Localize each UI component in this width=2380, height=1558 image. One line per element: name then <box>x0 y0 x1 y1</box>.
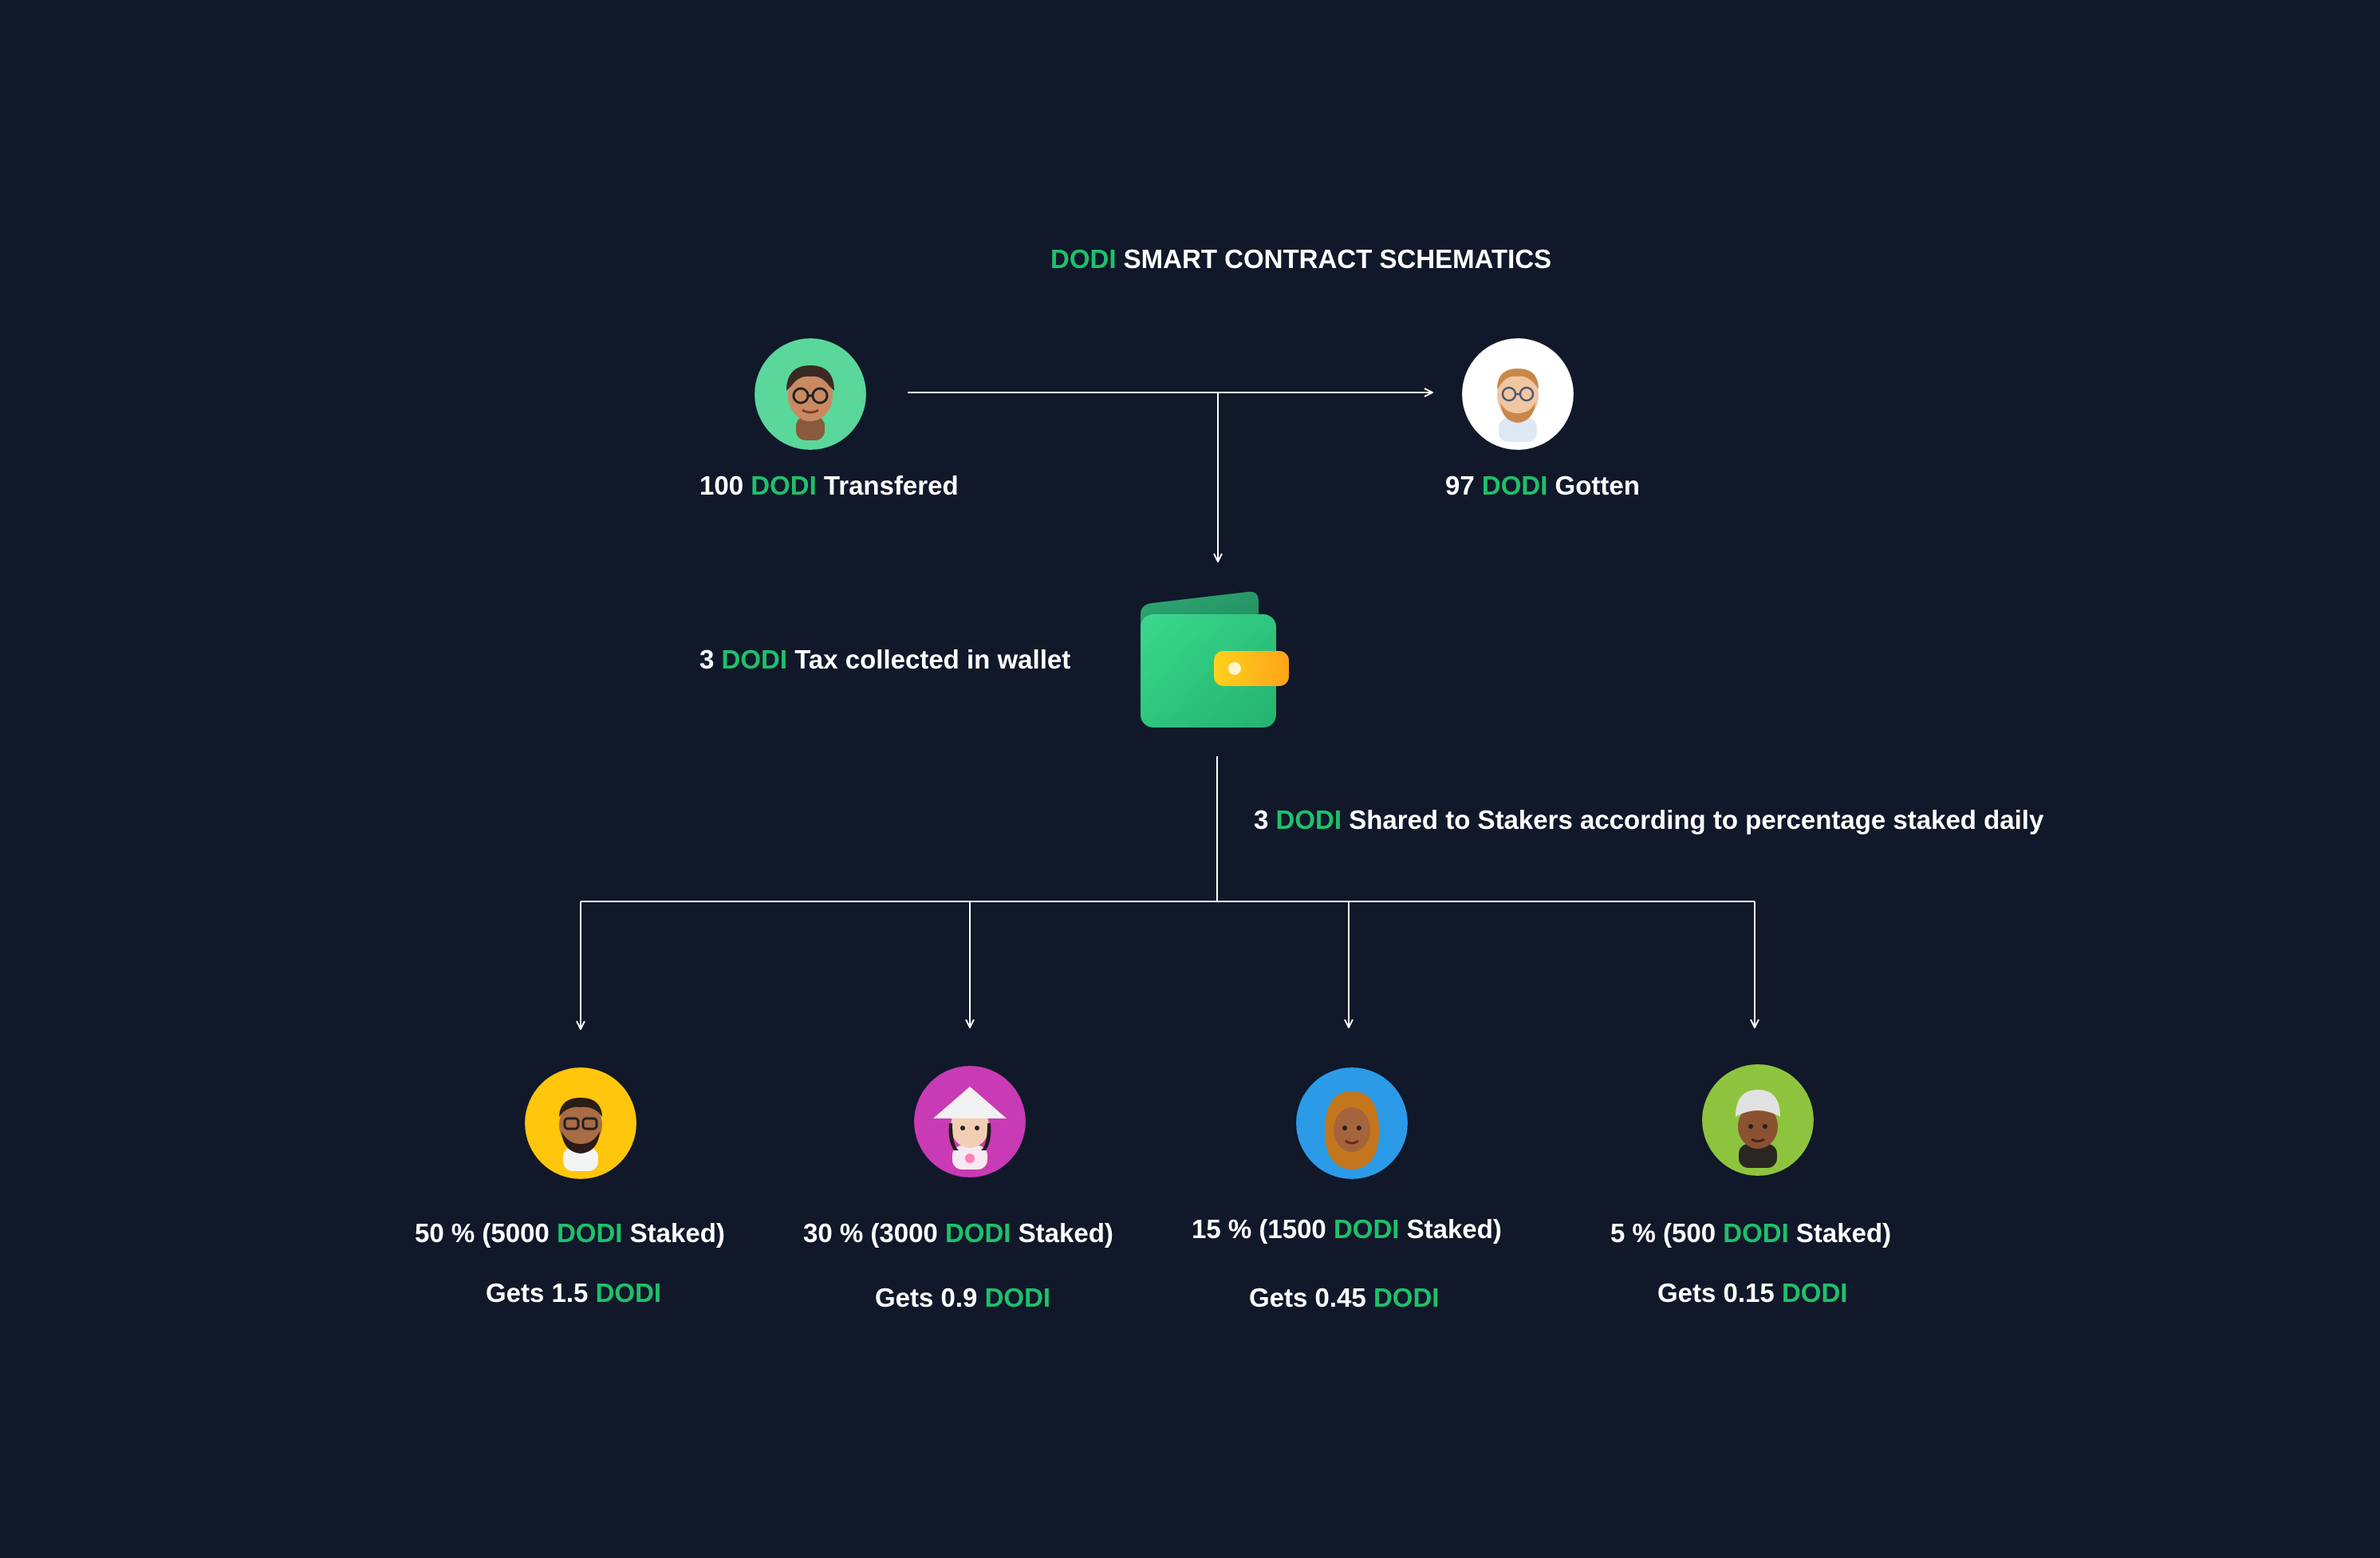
staker-3-reward-label: Gets 0.45 DODI <box>1249 1284 1439 1311</box>
tax-token: DODI <box>721 645 788 674</box>
receiver-avatar <box>1462 338 1574 450</box>
staker-3-token: DODI <box>1333 1214 1400 1244</box>
share-label: 3 DODI Shared to Stakers according to pe… <box>1254 807 2043 833</box>
wallet-icon <box>1141 591 1289 728</box>
share-token: DODI <box>1275 805 1342 834</box>
staker-1-pct-suffix: Staked) <box>622 1218 725 1248</box>
staker-1-pct: 50 % (5000 <box>415 1218 557 1248</box>
memoji-avatar-icon <box>525 1067 636 1179</box>
share-amount: 3 <box>1254 805 1276 834</box>
staker-3-stake-label: 15 % (1500 DODI Staked) <box>1192 1216 1502 1242</box>
staker-2-avatar <box>914 1066 1026 1177</box>
title-token: DODI <box>1050 244 1117 274</box>
staker-3-gets-token: DODI <box>1373 1283 1440 1312</box>
title-text: SMART CONTRACT SCHEMATICS <box>1116 244 1552 274</box>
staker-2-token: DODI <box>944 1218 1011 1248</box>
staker-1-avatar <box>525 1067 636 1179</box>
staker-3-pct-suffix: Staked) <box>1399 1214 1502 1244</box>
sender-token: DODI <box>751 471 817 500</box>
tax-wallet <box>1137 590 1290 731</box>
tax-suffix: Tax collected in wallet <box>787 645 1071 674</box>
staker-4-pct-suffix: Staked) <box>1788 1218 1892 1248</box>
staker-3-gets: Gets 0.45 <box>1249 1283 1373 1312</box>
tax-amount: 3 <box>699 645 722 674</box>
memoji-avatar-icon <box>755 338 866 450</box>
memoji-avatar-icon <box>914 1066 1026 1177</box>
staker-1-token: DODI <box>556 1218 623 1248</box>
staker-2-pct: 30 % (3000 <box>803 1218 945 1248</box>
sender-label: 100 DODI Transfered <box>699 472 959 499</box>
staker-2-stake-label: 30 % (3000 DODI Staked) <box>803 1220 1113 1246</box>
sender-avatar <box>755 338 866 450</box>
staker-3-pct: 15 % (1500 <box>1192 1214 1334 1244</box>
staker-1-gets-token: DODI <box>595 1278 662 1308</box>
memoji-avatar-icon <box>1296 1067 1408 1179</box>
memoji-avatar-icon <box>1462 338 1574 450</box>
staker-2-gets: Gets 0.9 <box>875 1283 985 1312</box>
staker-4-stake-label: 5 % (500 DODI Staked) <box>1610 1220 1891 1246</box>
share-suffix: Shared to Stakers according to percentag… <box>1342 805 2044 834</box>
staker-4-avatar <box>1702 1064 1814 1176</box>
staker-3-avatar <box>1296 1067 1408 1179</box>
page-title: DODI SMART CONTRACT SCHEMATICS <box>1050 246 1551 272</box>
staker-2-pct-suffix: Staked) <box>1011 1218 1113 1248</box>
sender-suffix: Transfered <box>816 471 959 500</box>
staker-4-gets: Gets 0.15 <box>1657 1278 1782 1308</box>
receiver-label: 97 DODI Gotten <box>1445 472 1640 499</box>
staker-4-pct: 5 % (500 <box>1610 1218 1724 1248</box>
receiver-token: DODI <box>1481 471 1548 500</box>
staker-4-gets-token: DODI <box>1781 1278 1848 1308</box>
staker-1-stake-label: 50 % (5000 DODI Staked) <box>415 1220 725 1246</box>
receiver-amount: 97 <box>1445 471 1482 500</box>
receiver-suffix: Gotten <box>1547 471 1640 500</box>
staker-1-reward-label: Gets 1.5 DODI <box>486 1280 661 1306</box>
staker-2-gets-token: DODI <box>984 1283 1051 1312</box>
tax-label: 3 DODI Tax collected in wallet <box>699 646 1070 673</box>
staker-2-reward-label: Gets 0.9 DODI <box>875 1284 1050 1311</box>
staker-1-gets: Gets 1.5 <box>486 1278 596 1308</box>
staker-4-reward-label: Gets 0.15 DODI <box>1657 1280 1847 1306</box>
staker-4-token: DODI <box>1723 1218 1789 1248</box>
sender-amount: 100 <box>699 471 751 500</box>
memoji-avatar-icon <box>1702 1064 1814 1176</box>
